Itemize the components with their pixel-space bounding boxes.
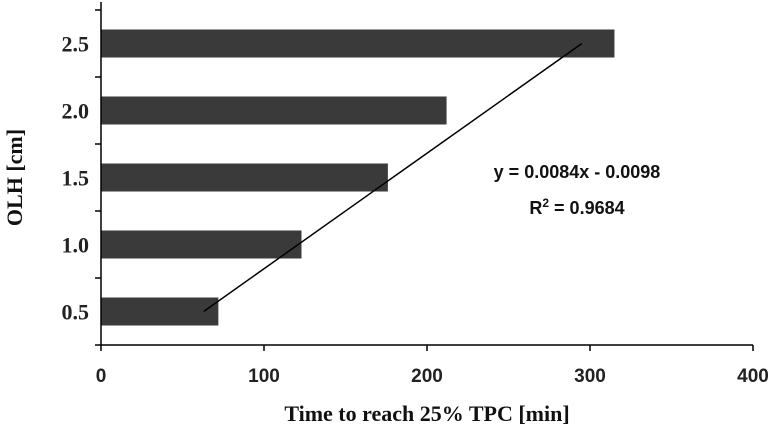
bar-2.0 <box>101 96 447 125</box>
y-tick-label: 1.5 <box>62 166 90 191</box>
r-squared-label: R2 = 0.9684 <box>529 196 624 218</box>
y-tick-label: 2.0 <box>62 99 90 124</box>
bar-1.5 <box>101 163 388 192</box>
bar-2.5 <box>101 29 615 58</box>
x-tick-label: 200 <box>411 366 443 387</box>
trendline-equation: y = 0.0084x - 0.0098 <box>494 162 661 182</box>
trendline <box>203 42 583 313</box>
x-tick-label: 400 <box>737 366 769 387</box>
bar-0.5 <box>101 297 219 326</box>
y-tick-label: 2.5 <box>62 32 90 57</box>
y-tick-label: 1.0 <box>62 233 90 258</box>
y-tick-label: 0.5 <box>62 300 90 325</box>
x-tick-label: 100 <box>248 366 280 387</box>
x-axis-title: Time to reach 25% TPC [min] <box>284 401 569 426</box>
y-axis-title: OLH [cm] <box>2 129 27 226</box>
bar-1.0 <box>101 230 302 259</box>
x-tick-label: 300 <box>574 366 606 387</box>
x-tick-label: 0 <box>96 366 107 387</box>
